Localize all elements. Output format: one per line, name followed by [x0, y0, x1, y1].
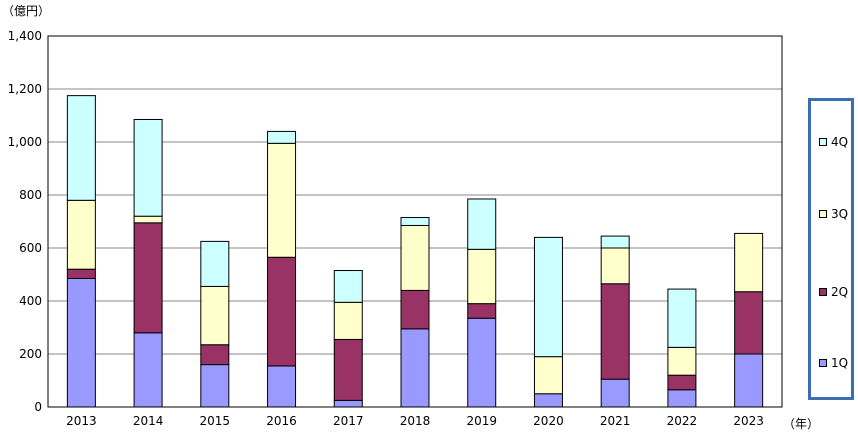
bar-segment-1q [600, 378, 630, 408]
bar-segment-3q [533, 356, 563, 395]
y-tick-label: 1,200 [8, 82, 42, 96]
y-tick-label: 0 [34, 400, 42, 414]
bar-segment-4q [333, 270, 363, 303]
bar-segment-3q [734, 232, 764, 293]
bar-segment-2q [600, 283, 630, 380]
legend-item-3q: 3Q [819, 207, 848, 221]
bar-segment-3q [133, 215, 163, 224]
y-unit-label: （億円） [2, 4, 51, 18]
x-tick-label: 2017 [333, 414, 364, 428]
bar-segment-2q [400, 289, 430, 330]
legend-label: 1Q [831, 356, 849, 370]
y-tick-label: 1,000 [8, 135, 42, 149]
bar-segment-2q [200, 344, 230, 366]
y-tick-label: 400 [19, 294, 42, 308]
bar-segment-3q [600, 247, 630, 285]
bar-segment-4q [600, 235, 630, 249]
bar-segment-4q [133, 118, 163, 217]
y-tick-label: 800 [19, 188, 42, 202]
bar-segment-2q [467, 303, 497, 319]
bar-segment-3q [400, 224, 430, 291]
bar-segment-4q [400, 217, 430, 226]
bar-segment-1q [133, 332, 163, 408]
legend-label: 2Q [831, 285, 849, 299]
x-tick-label: 2021 [600, 414, 631, 428]
x-tick-label: 2014 [133, 414, 164, 428]
legend: 4Q 3Q 2Q 1Q [808, 98, 854, 400]
bar-segment-1q [66, 277, 96, 408]
legend-item-4q: 4Q [819, 135, 848, 149]
legend-swatch [819, 359, 827, 367]
legend-item-1q: 1Q [819, 356, 848, 370]
x-unit-label: （年） [783, 417, 820, 431]
bar-segment-2q [734, 291, 764, 355]
bar-segment-3q [66, 199, 96, 270]
bar-segment-3q [267, 142, 297, 258]
bar-segment-4q [467, 198, 497, 250]
legend-item-2q: 2Q [819, 285, 848, 299]
y-tick-label: 600 [19, 241, 42, 255]
bar-segment-1q [467, 317, 497, 408]
bar-segment-4q [66, 95, 96, 201]
x-tick-label: 2018 [400, 414, 431, 428]
legend-swatch [819, 138, 827, 146]
bar-segment-1q [267, 365, 297, 408]
x-tick-label: 2019 [466, 414, 497, 428]
bar-segment-1q [200, 364, 230, 408]
bar-segment-1q [734, 353, 764, 408]
bar-segment-1q [667, 389, 697, 408]
bar-segment-2q [333, 338, 363, 401]
legend-swatch [819, 288, 827, 296]
x-tick-label: 2015 [200, 414, 231, 428]
bar-segment-2q [66, 268, 96, 279]
bar-segment-4q [200, 240, 230, 287]
bar-segment-3q [667, 346, 697, 376]
x-tick-label: 2022 [667, 414, 698, 428]
bar-segment-2q [267, 256, 297, 367]
y-tick-label: 200 [19, 347, 42, 361]
bar-segment-4q [267, 130, 297, 144]
bar-segment-2q [133, 222, 163, 334]
x-tick-label: 2016 [266, 414, 297, 428]
bar-segment-1q [333, 399, 363, 408]
x-tick-label: 2020 [533, 414, 564, 428]
legend-label: 3Q [831, 207, 849, 221]
bar-segment-3q [200, 285, 230, 346]
legend-swatch [819, 210, 827, 218]
bar-segment-3q [467, 248, 497, 305]
x-tick-label: 2023 [733, 414, 764, 428]
bar-segment-1q [400, 328, 430, 408]
y-tick-label: 1,400 [8, 29, 42, 43]
bar-segment-1q [533, 393, 563, 408]
bar-segment-4q [533, 236, 563, 358]
bar-segment-4q [667, 288, 697, 348]
legend-label: 4Q [831, 135, 849, 149]
x-tick-label: 2013 [66, 414, 97, 428]
bar-segment-2q [667, 374, 697, 391]
bar-segment-3q [333, 301, 363, 340]
